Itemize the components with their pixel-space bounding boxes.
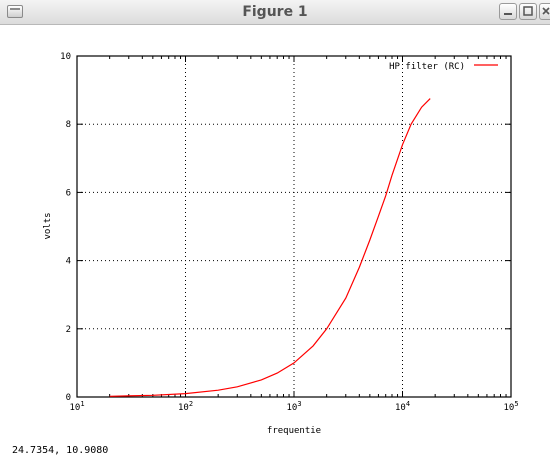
y-tick-label: 8 [66,120,71,130]
minimize-icon [504,13,512,15]
y-tick-label: 10 [60,52,71,62]
coordinate-readout: 24.7354, 10.9080 [12,445,109,456]
close-icon [542,7,550,15]
window-title: Figure 1 [242,4,308,20]
x-tick-label: 102 [178,400,193,413]
x-tick-label: 101 [69,400,84,413]
legend-label: HP filter (RC) [389,62,465,72]
x-axis-label: frequentie [267,426,321,436]
x-tick-labels: 101 102 103 104 105 [69,400,518,413]
close-button[interactable] [539,3,550,20]
y-tick-label: 6 [66,188,71,198]
y-tick-labels: 0 2 4 6 8 10 [60,52,71,403]
grid-lines [77,56,511,397]
series-line-hp-filter [109,98,431,397]
app-window-icon[interactable] [7,5,23,18]
axis-ticks [76,55,512,398]
y-tick-label: 2 [66,325,71,335]
hp-filter-chart[interactable]: 101 102 103 104 105 0 2 4 6 8 10 frequentie volts… [0,25,550,445]
y-tick-label: 4 [66,257,71,267]
plot-frame [76,55,512,398]
x-tick-label: 103 [286,400,301,413]
y-axis-label: volts [43,212,53,239]
maximize-button[interactable] [519,3,537,20]
x-tick-label: 105 [503,400,518,413]
maximize-icon [523,6,533,16]
plot-area[interactable]: 101 102 103 104 105 0 2 4 6 8 10 frequentie volts… [0,25,550,445]
x-tick-label: 104 [395,400,410,413]
y-tick-label: 0 [66,393,71,403]
legend: HP filter (RC) [389,62,498,72]
minimize-button[interactable] [499,3,517,20]
title-bar[interactable]: Figure 1 [0,0,550,25]
